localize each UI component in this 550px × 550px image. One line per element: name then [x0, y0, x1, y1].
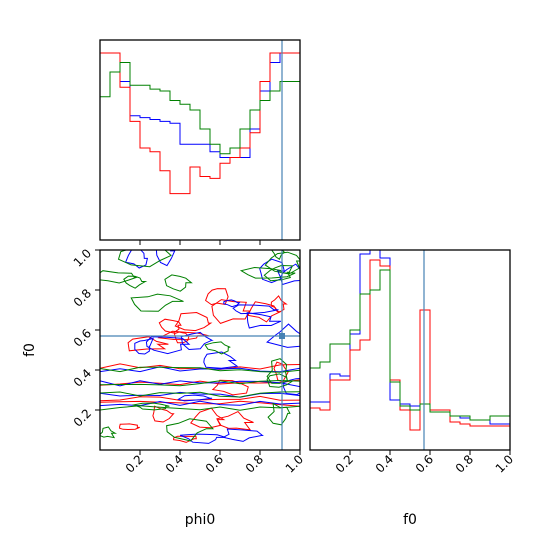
contour-series-0	[127, 336, 169, 352]
phi0-marginal-frame	[99, 39, 301, 241]
phi0-hist-series-1	[100, 52, 300, 195]
contour-band-series-2	[100, 379, 300, 387]
contour-series-0	[174, 311, 213, 332]
contour-series-1	[124, 250, 149, 269]
contour-series-1	[179, 433, 226, 444]
ylabel-f0: f0	[22, 343, 38, 357]
contour-series-0	[152, 405, 175, 423]
contour-series-0	[119, 423, 140, 431]
contour-series-2	[100, 270, 138, 284]
contour-series-1	[177, 394, 213, 402]
contour-band-series-2	[100, 366, 300, 373]
contour-series-2	[267, 402, 291, 426]
contour-series-1	[223, 299, 241, 308]
contour-band-series-0	[100, 400, 300, 407]
f0-hist-series-1	[310, 259, 510, 431]
contour-series-2	[166, 418, 214, 442]
contour-series-1	[246, 312, 282, 329]
contour-series-0	[211, 379, 249, 396]
contour-series-2	[100, 426, 118, 439]
contour-series-2	[130, 293, 184, 312]
contour-series-0	[204, 288, 229, 306]
contour-series-2	[239, 266, 296, 279]
contour-series-1	[180, 331, 214, 351]
contour-series-0	[190, 407, 226, 429]
contour-series-0	[216, 410, 254, 431]
contour-series-2	[263, 264, 294, 282]
joint-frame	[99, 249, 301, 451]
contour-band-series-2	[100, 391, 300, 398]
contour-series-2	[264, 251, 300, 275]
joint-truth-marker	[279, 333, 285, 339]
phi0-marginal-panel	[99, 39, 301, 245]
f0-hist-series-2	[310, 269, 510, 421]
contour-series-0	[158, 318, 182, 334]
contour-series-0	[173, 435, 197, 443]
contour-series-2	[123, 275, 148, 289]
xlabel-phi0: phi0	[185, 512, 216, 528]
contour-series-2	[131, 402, 170, 411]
contour-series-2	[117, 250, 172, 268]
contour-band-series-1	[100, 380, 300, 388]
f0-marginal-frame	[309, 249, 511, 451]
contour-series-1	[221, 428, 264, 442]
xlabel-f0: f0	[403, 512, 417, 528]
contour-series-0	[173, 331, 190, 344]
contour-band-series-2	[100, 405, 300, 411]
phi0-hist-series-2	[100, 62, 300, 155]
contour-series-0	[270, 295, 288, 314]
contour-series-1	[155, 250, 176, 267]
contour-band-series-1	[100, 391, 300, 398]
contour-series-1	[203, 351, 239, 369]
contour-series-1	[134, 337, 154, 355]
contour-series-1	[145, 336, 191, 355]
contour-series-2	[164, 274, 193, 292]
phi0-hist-series-0	[100, 52, 300, 158]
contour-series-2	[204, 341, 231, 355]
contour-series-1	[232, 304, 279, 315]
